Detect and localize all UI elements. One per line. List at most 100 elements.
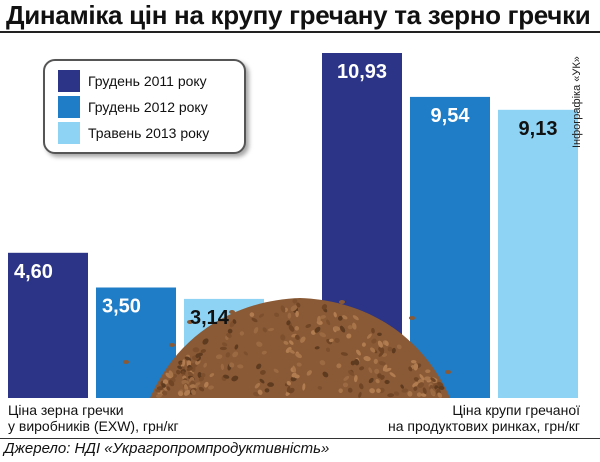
buckwheat-grain — [408, 366, 413, 372]
bar-groats-may-2013 — [498, 109, 578, 399]
legend-label-may-2013: Травень 2013 року — [88, 125, 210, 141]
value-label-groats-dec-2011: 10,93 — [337, 61, 387, 83]
buckwheat-grain — [267, 382, 274, 387]
buckwheat-grain — [305, 323, 312, 329]
buckwheat-grain — [182, 359, 186, 367]
buckwheat-grain — [200, 349, 206, 353]
buckwheat-grain — [166, 386, 171, 391]
buckwheat-grain — [192, 347, 200, 353]
buckwheat-grain — [204, 381, 209, 388]
buckwheat-grain — [378, 361, 386, 366]
buckwheat-grain — [419, 374, 425, 381]
buckwheat-grain — [361, 342, 366, 347]
buckwheat-grain — [373, 358, 378, 364]
buckwheat-grain — [401, 388, 409, 393]
buckwheat-grain — [333, 326, 341, 331]
buckwheat-grain — [417, 382, 425, 389]
buckwheat-grain — [369, 388, 375, 394]
buckwheat-grain — [352, 315, 359, 321]
buckwheat-grain — [203, 362, 208, 368]
buckwheat-grain — [200, 372, 206, 378]
buckwheat-grain — [352, 322, 357, 330]
buckwheat-grain — [300, 336, 306, 343]
buckwheat-grain — [220, 363, 225, 371]
buckwheat-grain — [363, 356, 371, 362]
buckwheat-grain — [333, 311, 337, 318]
bar-grain-dec-2011 — [8, 252, 88, 398]
buckwheat-grain — [410, 359, 417, 364]
buckwheat-grain — [296, 302, 301, 308]
buckwheat-grain — [336, 363, 342, 369]
buckwheat-grain — [274, 312, 280, 317]
buckwheat-grain — [422, 387, 427, 394]
buckwheat-grain — [359, 383, 364, 390]
buckwheat-grain — [280, 305, 286, 313]
buckwheat-grain — [209, 373, 215, 378]
buckwheat-grain — [425, 369, 431, 374]
buckwheat-grain — [396, 344, 402, 350]
buckwheat-grain — [234, 344, 239, 350]
buckwheat-grain — [314, 326, 321, 333]
buckwheat-grain — [368, 367, 373, 374]
buckwheat-grain — [371, 338, 377, 344]
buckwheat-grain — [384, 367, 392, 372]
buckwheat-grain — [420, 393, 427, 397]
buckwheat-grain — [198, 376, 205, 382]
legend-swatch-dec-2011 — [58, 70, 80, 92]
buckwheat-grain — [319, 332, 327, 338]
buckwheat-grain — [314, 346, 320, 350]
buckwheat-grain — [249, 312, 255, 317]
value-label-grain-dec-2011: 4,60 — [14, 261, 53, 283]
buckwheat-grain — [391, 347, 396, 354]
buckwheat-grain — [208, 385, 214, 390]
buckwheat-grain — [322, 371, 329, 378]
buckwheat-grain — [221, 342, 228, 347]
buckwheat-grain — [253, 327, 259, 334]
buckwheat-grain — [187, 371, 194, 378]
buckwheat-grain — [156, 386, 164, 391]
buckwheat-grain — [226, 332, 232, 338]
buckwheat-grain — [375, 378, 380, 384]
legend: Грудень 2011 року Грудень 2012 року Трав… — [43, 59, 246, 154]
buckwheat-grain — [219, 346, 227, 351]
value-label-grain-dec-2012: 3,50 — [102, 296, 141, 318]
buckwheat-grain — [409, 316, 415, 320]
buckwheat-grain — [168, 379, 175, 387]
buckwheat-grain — [280, 334, 286, 341]
buckwheat-grain — [251, 317, 258, 323]
buckwheat-grain — [239, 331, 245, 336]
buckwheat-grain — [376, 388, 381, 394]
buckwheat-grain — [283, 340, 289, 345]
buckwheat-grain — [347, 325, 353, 330]
buckwheat-grain — [123, 360, 129, 364]
buckwheat-grain — [191, 389, 196, 396]
bar-groats-dec-2012 — [410, 96, 490, 399]
buckwheat-grain — [342, 382, 349, 388]
buckwheat-grain — [288, 349, 295, 354]
buckwheat-grain — [337, 315, 343, 321]
buckwheat-grain — [290, 305, 298, 312]
legend-label-dec-2012: Грудень 2012 року — [88, 99, 208, 115]
buckwheat-grain — [161, 390, 168, 396]
legend-label-dec-2011: Грудень 2011 року — [88, 73, 207, 89]
buckwheat-grain — [302, 383, 306, 391]
buckwheat-grain — [155, 393, 163, 398]
buckwheat-grain — [176, 369, 181, 375]
buckwheat-grain — [187, 320, 193, 324]
buckwheat-grain — [229, 310, 235, 314]
buckwheat-grain — [416, 392, 422, 397]
buckwheat-grain — [295, 334, 300, 340]
buckwheat-grain — [368, 377, 374, 384]
buckwheat-grain — [264, 388, 270, 393]
buckwheat-grain — [295, 352, 302, 359]
buckwheat-grain — [292, 298, 298, 304]
category-label-grain-line-1: Ціна зерна гречки — [8, 402, 124, 418]
buckwheat-grain — [165, 372, 172, 379]
buckwheat-grain — [389, 372, 396, 378]
source-divider — [0, 438, 600, 439]
value-label-grain-may-2013: 3,14 — [190, 307, 230, 329]
buckwheat-grain — [256, 363, 262, 370]
buckwheat-heap-illustration — [123, 298, 451, 398]
title-divider — [0, 31, 600, 33]
buckwheat-grain — [229, 362, 235, 368]
